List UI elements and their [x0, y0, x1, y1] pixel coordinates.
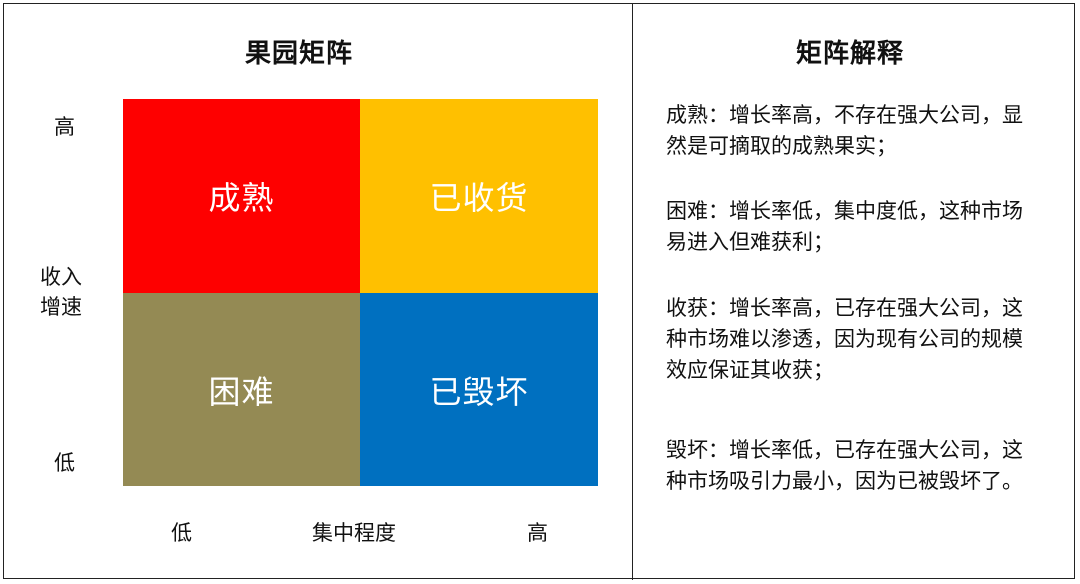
explanation-harvest: 收获：增长率高，已存在强大公司，这种市场难以渗透，因为现有公司的规模效应保证其收… [666, 296, 1023, 382]
explanation-mature: 成熟：增长率高，不存在强大公司，显然是可摘取的成熟果实； [666, 103, 1023, 158]
column-divider [632, 3, 633, 580]
quadrant-mature-label: 成熟 [208, 179, 275, 217]
quadrant-difficult-label: 困难 [208, 372, 275, 411]
outer-frame [3, 3, 1075, 579]
y-axis-high-label: 高 [54, 115, 75, 139]
y-axis-low-label: 低 [54, 451, 75, 475]
quadrant-harvested-label: 已收货 [429, 179, 529, 217]
x-axis-low-label: 低 [171, 521, 192, 545]
quadrant-ruined-label: 已毁坏 [429, 372, 529, 411]
x-axis-high-label: 高 [527, 521, 548, 545]
explanation-title: 矩阵解释 [796, 39, 905, 69]
x-axis-title: 集中程度 [312, 521, 396, 545]
y-axis-title: 收入增速 [40, 265, 82, 319]
quadrant-mature: 成熟 [123, 99, 360, 293]
explanation-difficult: 困难：增长率低，集中度低，这种市场易进入但难获利； [666, 199, 1023, 254]
explanation-ruined: 毁坏：增长率低，已存在强大公司，这种市场吸引力最小，因为已被毁坏了。 [666, 438, 1023, 493]
quadrant-ruined: 已毁坏 [360, 293, 598, 486]
quadrant-harvested: 已收货 [360, 99, 598, 293]
matrix-title: 果园矩阵 [245, 39, 354, 69]
quadrant-difficult: 困难 [123, 293, 360, 486]
